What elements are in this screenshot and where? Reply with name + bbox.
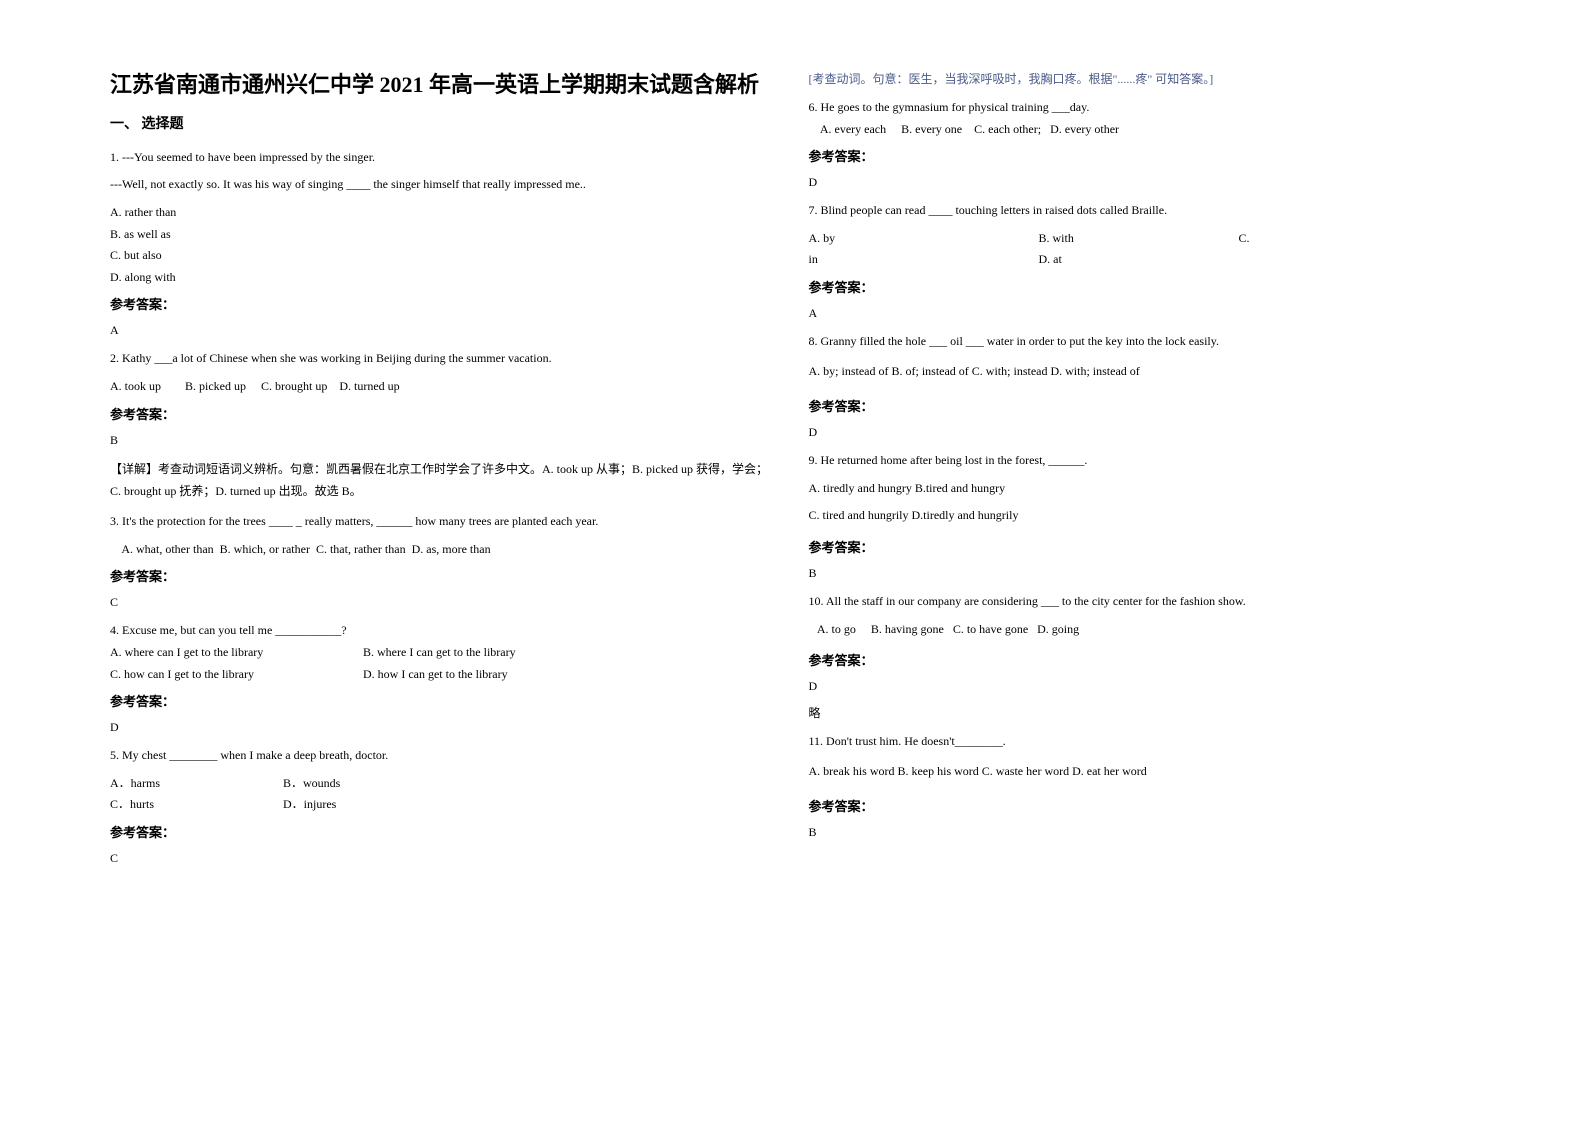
q8-text: 8. Granny filled the hole ___ oil ___ wa…: [809, 331, 1478, 353]
question-3: 3. It's the protection for the trees ___…: [110, 511, 779, 610]
q4-opts-row1: A. where can I get to the library B. whe…: [110, 642, 779, 664]
q11-answer: B: [809, 825, 1478, 840]
q7-answer: A: [809, 306, 1478, 321]
q4-answer: D: [110, 720, 779, 735]
q4-opts-row2: C. how can I get to the library D. how I…: [110, 664, 779, 686]
q4-optC: C. how can I get to the library: [110, 664, 360, 686]
q6-opts: A. every each B. every one C. each other…: [809, 119, 1478, 141]
q2-opts: A. took up B. picked up C. brought up D.…: [110, 376, 779, 398]
question-11: 11. Don't trust him. He doesn't________.…: [809, 731, 1478, 840]
q3-opts: A. what, other than B. which, or rather …: [110, 539, 779, 561]
q2-text: 2. Kathy ___a lot of Chinese when she wa…: [110, 348, 779, 370]
question-10: 10. All the staff in our company are con…: [809, 591, 1478, 721]
q9-text: 9. He returned home after being lost in …: [809, 450, 1478, 472]
q5-opts-row2: C．hurts D．injures: [110, 794, 779, 816]
question-4: 4. Excuse me, but can you tell me ______…: [110, 620, 779, 735]
question-7: 7. Blind people can read ____ touching l…: [809, 200, 1478, 321]
q4-text: 4. Excuse me, but can you tell me ______…: [110, 620, 779, 642]
q1-answer: A: [110, 323, 779, 338]
q10-text: 10. All the staff in our company are con…: [809, 591, 1478, 613]
q3-text: 3. It's the protection for the trees ___…: [110, 511, 779, 533]
q3-answer-label: 参考答案：: [110, 566, 779, 585]
q7-answer-label: 参考答案：: [809, 277, 1478, 296]
q11-opts: A. break his word B. keep his word C. wa…: [809, 761, 1478, 783]
q6-answer: D: [809, 175, 1478, 190]
q2-answer-label: 参考答案：: [110, 404, 779, 423]
q5-optD: D．injures: [283, 797, 336, 811]
q7-optC-part: C.: [1239, 228, 1250, 250]
q8-answer: D: [809, 425, 1478, 440]
q11-answer-label: 参考答案：: [809, 796, 1478, 815]
q1-optC: C. but also: [110, 245, 779, 267]
q2-explanation: 【详解】考查动词短语词义辨析。句意：凯西暑假在北京工作时学会了许多中文。A. t…: [110, 458, 779, 504]
q5-optC: C．hurts: [110, 794, 280, 816]
q10-answer-label: 参考答案：: [809, 650, 1478, 669]
q5-opts-row1: A．harms B．wounds: [110, 773, 779, 795]
q8-answer-label: 参考答案：: [809, 396, 1478, 415]
q6-answer-label: 参考答案：: [809, 146, 1478, 165]
q9-answer-label: 参考答案：: [809, 537, 1478, 556]
q4-optA: A. where can I get to the library: [110, 642, 360, 664]
col2-note: [考查动词。句意：医生，当我深呼吸时，我胸口疼。根据"......疼" 可知答案…: [809, 70, 1478, 87]
question-8: 8. Granny filled the hole ___ oil ___ wa…: [809, 331, 1478, 440]
q1-optA: A. rather than: [110, 202, 779, 224]
q5-answer-label: 参考答案：: [110, 822, 779, 841]
q1-line1: 1. ---You seemed to have been impressed …: [110, 147, 779, 169]
q3-answer: C: [110, 595, 779, 610]
q10-answer: D: [809, 679, 1478, 694]
left-column: 江苏省南通市通州兴仁中学 2021 年高一英语上学期期末试题含解析 一、 选择题…: [95, 70, 794, 1052]
q11-text: 11. Don't trust him. He doesn't________.: [809, 731, 1478, 753]
document-title: 江苏省南通市通州兴仁中学 2021 年高一英语上学期期末试题含解析: [110, 70, 779, 101]
q7-opts-line2: in D. at: [809, 249, 1478, 271]
q10-opts: A. to go B. having gone C. to have gone …: [809, 619, 1478, 641]
q5-text: 5. My chest ________ when I make a deep …: [110, 745, 779, 767]
q7-optC: in: [809, 249, 1039, 271]
section-heading: 一、 选择题: [110, 113, 779, 133]
q5-optA: A．harms: [110, 773, 280, 795]
q4-answer-label: 参考答案：: [110, 691, 779, 710]
q5-optB: B．wounds: [283, 776, 340, 790]
question-2: 2. Kathy ___a lot of Chinese when she wa…: [110, 348, 779, 503]
right-column: [考查动词。句意：医生，当我深呼吸时，我胸口疼。根据"......疼" 可知答案…: [794, 70, 1493, 1052]
q1-line2: ---Well, not exactly so. It was his way …: [110, 174, 779, 196]
q2-answer: B: [110, 433, 779, 448]
q4-optB: B. where I can get to the library: [363, 645, 516, 659]
q9-opts2: C. tired and hungrily D.tiredly and hung…: [809, 505, 1478, 527]
q9-answer: B: [809, 566, 1478, 581]
q1-optD: D. along with: [110, 267, 779, 289]
q7-optB: B. with: [1039, 228, 1239, 250]
q1-optB: B. as well as: [110, 224, 779, 246]
q7-optD: D. at: [1039, 249, 1062, 271]
q1-answer-label: 参考答案：: [110, 294, 779, 313]
q6-text: 6. He goes to the gymnasium for physical…: [809, 97, 1478, 119]
q5-answer: C: [110, 851, 779, 866]
question-9: 9. He returned home after being lost in …: [809, 450, 1478, 581]
question-1: 1. ---You seemed to have been impressed …: [110, 147, 779, 339]
q4-optD: D. how I can get to the library: [363, 667, 508, 681]
q8-opts: A. by; instead of B. of; instead of C. w…: [809, 361, 1478, 383]
q9-opts1: A. tiredly and hungry B.tired and hungry: [809, 478, 1478, 500]
question-5: 5. My chest ________ when I make a deep …: [110, 745, 779, 866]
question-6: 6. He goes to the gymnasium for physical…: [809, 97, 1478, 190]
q10-note: 略: [809, 704, 1478, 721]
q7-text: 7. Blind people can read ____ touching l…: [809, 200, 1478, 222]
q7-opts: A. by B. with C.: [809, 228, 1478, 250]
q7-optA: A. by: [809, 228, 1039, 250]
